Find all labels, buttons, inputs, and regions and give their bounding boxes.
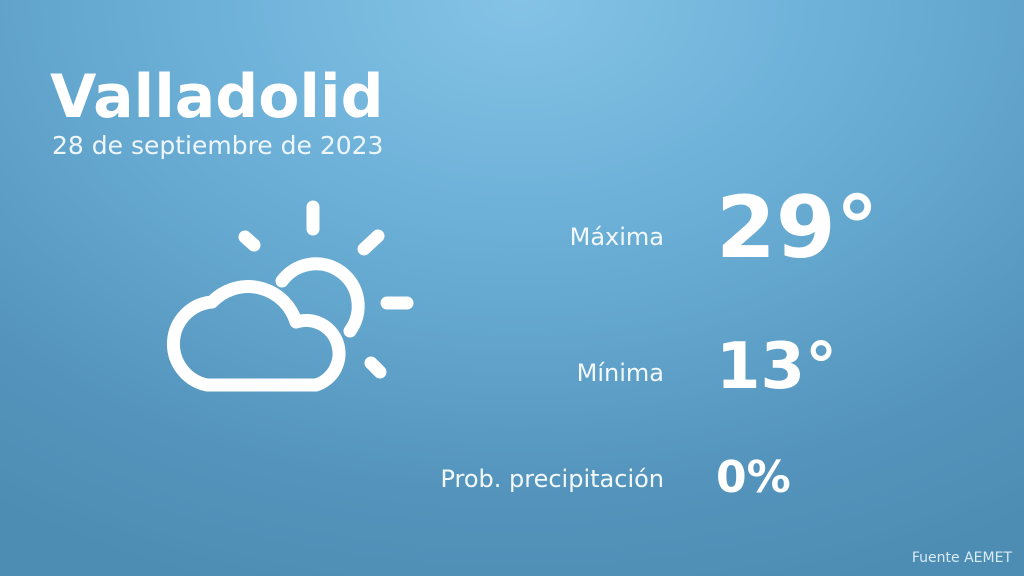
sun-icon [238, 200, 414, 379]
min-label: Mínima [576, 359, 664, 387]
forecast-date: 28 de septiembre de 2023 [52, 131, 384, 160]
precip-value: 0% [716, 452, 791, 503]
city-title: Valladolid [50, 62, 384, 132]
max-label: Máxima [569, 223, 664, 251]
precip-label: Prob. precipitación [440, 465, 664, 493]
max-temp: 29° [716, 178, 879, 278]
source-credit: Fuente AEMET [911, 550, 1012, 566]
cloud-icon [166, 280, 346, 392]
min-temp: 13° [716, 330, 838, 404]
